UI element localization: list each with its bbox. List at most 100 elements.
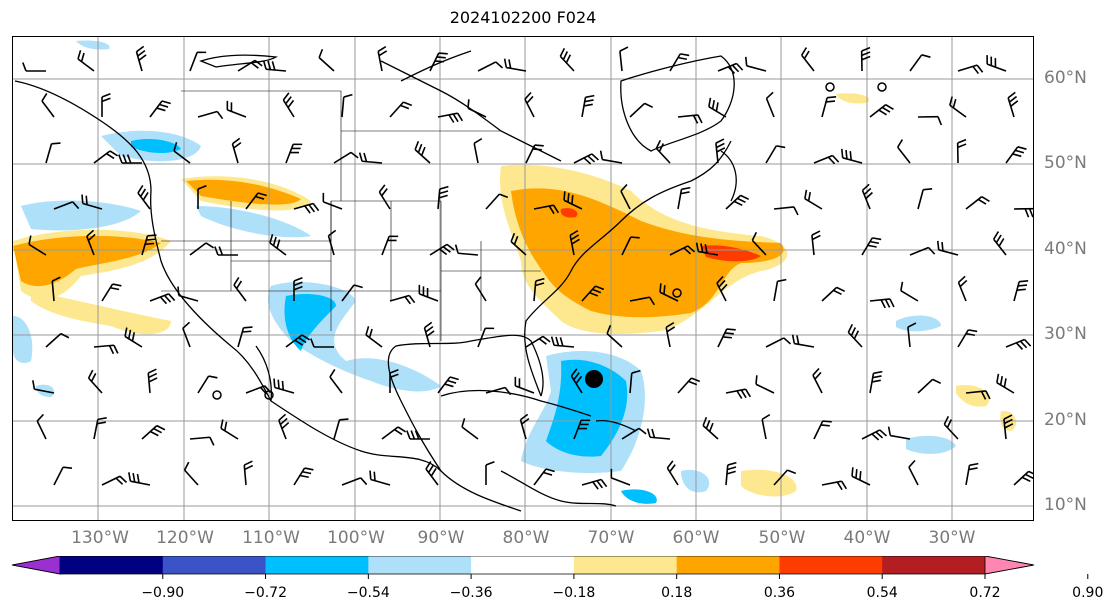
wind-barb [293,467,314,486]
wind-barb [1013,207,1033,218]
wind-barb [669,245,696,256]
wind-barb [231,137,242,164]
wind-barb [525,335,551,348]
wind-barb [629,369,641,394]
latitude-label: 20°N [1044,410,1087,430]
wind-barb [381,235,399,256]
wind-barb [715,138,726,164]
wind-barb [581,285,605,302]
wind-barb [957,329,978,348]
wind-barb [861,429,888,441]
wind-barb [467,99,487,118]
wind-barb [801,47,815,72]
wind-barb [765,145,786,164]
wind-barb [821,480,848,491]
wind-barb [610,468,631,486]
wind-barb [1005,146,1027,164]
wind-barb [813,154,840,165]
wind-barb [909,54,931,72]
wind-barb [389,369,399,393]
wind-barb [141,234,157,256]
wind-barb [282,92,295,118]
wind-barb [629,296,656,306]
storm-center-marker [585,370,603,388]
colorbar-segment [265,556,369,574]
wind-barb [869,298,895,309]
wind-barb [581,478,608,490]
circle-marker [672,288,682,298]
map-panel [12,36,1034,521]
wind-barb [243,460,254,486]
wind-barb [414,140,431,164]
longitude-label: 60°W [672,528,720,548]
wind-barb [437,112,464,123]
wind-barb [646,428,671,440]
wind-barb [329,368,343,394]
longitude-label: 30°W [928,528,976,548]
colorbar-segment [60,556,164,574]
wind-barb [485,386,512,396]
wind-barb [135,45,147,72]
wind-barb [425,460,439,486]
wind-barb [477,61,504,72]
wind-barb [908,459,919,486]
wind-barb [957,64,984,75]
wind-barb [418,284,439,302]
greenland [620,55,735,152]
wind-barb [327,229,337,256]
wind-barb [716,275,728,302]
wind-barb [1007,91,1019,118]
longitude-label: 130°W [71,528,129,548]
wind-barb [358,152,383,164]
wind-barb [533,204,560,215]
colorbar-tick-label: 0.72 [969,585,1001,601]
wind-barb [93,344,119,355]
wind-barb [118,154,142,164]
wind-barb [666,460,679,486]
longitude-label: 90°W [417,528,465,548]
wind-barb [936,240,959,256]
wind-barb [429,52,448,72]
longitude-label: 110°W [242,528,300,548]
colorbar-segment [368,556,472,574]
wind-barb [965,462,979,486]
wind-barb [861,237,882,256]
wind-barb [861,183,873,210]
north-america-west-coast [14,80,522,512]
wind-barb [917,115,943,126]
wind-barb [755,375,775,394]
wind-barb [341,284,363,302]
wind-barb [473,137,483,164]
wind-barb [101,93,111,117]
wind-barb [273,378,295,394]
positive-anomaly-west-pacific [13,235,161,287]
wind-barb [124,327,143,348]
wind-barb [389,294,416,305]
map-title: 2024102200 F024 [449,8,597,27]
wind-barb [573,419,591,440]
circle-marker [264,390,274,400]
colorbar-tick-label: −0.18 [552,585,596,601]
storm-markers [212,82,887,400]
wind-barb [214,246,238,256]
longitude-label: 50°W [758,528,806,548]
wind-barb [996,373,1015,394]
wind-barb [189,436,215,446]
wind-barb [773,206,799,216]
wind-barb [45,142,61,164]
wind-barb [341,93,353,118]
wind-barb [620,183,631,210]
wind-barb [677,377,701,394]
wind-barb [45,332,70,348]
wind-barb [197,110,224,120]
wind-barb [101,475,128,486]
wind-barb [182,321,191,348]
latitude-label: 40°N [1044,239,1087,259]
wind-barb [677,114,703,124]
wind-barb [177,286,199,302]
state-borders [161,90,541,341]
colorbar-tick-label: −0.36 [449,585,493,601]
colorbar-extend-max [984,556,1035,575]
map-canvas [13,37,1033,520]
wind-barb [559,47,575,72]
